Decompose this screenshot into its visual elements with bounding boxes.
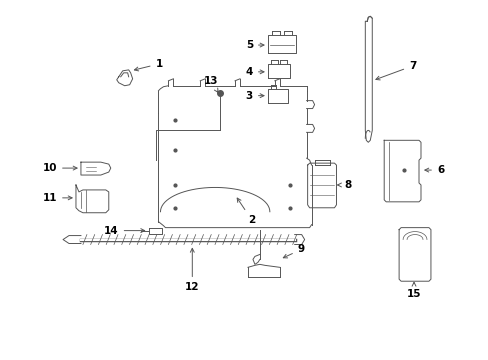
Text: 4: 4 [245,67,264,77]
Text: 11: 11 [42,193,72,203]
Text: 3: 3 [245,91,264,101]
Text: 2: 2 [237,198,255,225]
Text: 9: 9 [283,244,304,258]
Text: 5: 5 [245,40,264,50]
Text: 6: 6 [424,165,443,175]
Text: 14: 14 [104,226,144,235]
Text: 7: 7 [375,61,416,80]
Text: 1: 1 [134,59,163,71]
Text: 13: 13 [203,76,218,93]
Text: 15: 15 [406,282,421,299]
Text: 12: 12 [184,248,199,292]
Text: 10: 10 [42,163,77,173]
Text: 8: 8 [337,180,351,190]
